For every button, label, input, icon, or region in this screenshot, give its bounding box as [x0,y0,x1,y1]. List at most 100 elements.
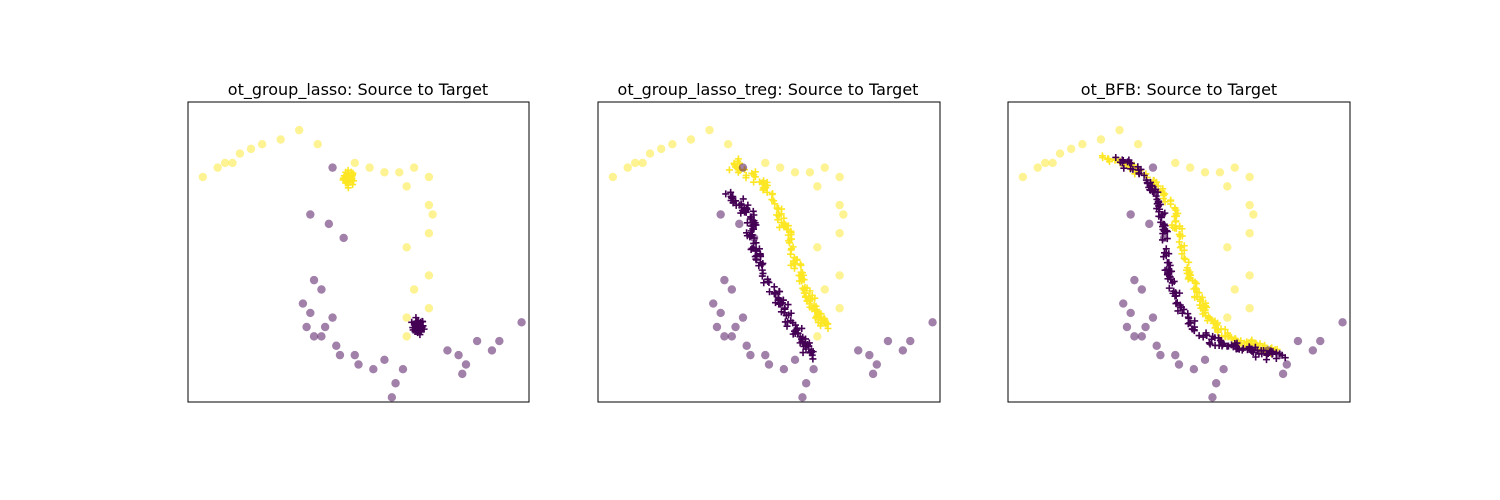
target-point-class1 [1040,158,1050,168]
subplot-title: ot_group_lasso_treg: Source to Target [618,80,919,100]
target-point-class1 [313,139,322,149]
transported-point-class0 [756,250,764,258]
transported-point-class0 [775,295,783,303]
target-point-class1 [424,271,434,280]
transported-point-class0 [1281,354,1289,362]
transported-point-class0 [799,349,807,357]
target-point-class0 [883,336,893,346]
target-point-class1 [608,172,618,182]
transported-point-class0 [791,327,799,335]
target-point-class1 [820,163,829,172]
transported-point-class0 [770,283,778,291]
target-point-class1 [1115,125,1124,135]
target-point-class0 [306,308,315,318]
target-point-class1 [276,135,285,144]
target-point-class0 [369,364,378,374]
transported-point-class1 [763,188,771,196]
transported-point-class1 [1159,185,1167,193]
transported-point-class1 [1211,324,1219,332]
transported-point-class0 [1176,303,1184,311]
target-point-class1 [1033,163,1042,172]
transported-point-class1 [1171,224,1179,232]
transported-point-class1 [748,169,756,177]
target-point-class0 [1171,350,1180,360]
target-point-class1 [668,139,677,149]
target-point-class0 [443,346,452,355]
target-point-class0 [742,341,751,350]
transported-point-class0 [1127,165,1135,173]
axes-frame [1007,101,1351,403]
target-point-class1 [656,144,666,154]
subplot-group-lasso: ot_group_lasso: Source to Target [187,80,530,403]
target-point-class1 [424,304,434,313]
transported-point-class1 [787,245,795,253]
target-point-class0 [764,360,774,369]
transported-point-class0 [798,324,806,332]
transported-point-class1 [771,200,779,208]
transported-point-class1 [784,222,792,230]
target-point-class0 [1122,322,1132,332]
target-point-class1 [805,168,815,177]
target-point-class0 [339,233,348,243]
transported-point-class0 [419,322,427,330]
transported-point-class0 [737,200,745,208]
transported-point-class0 [747,213,755,221]
transported-point-class0 [1147,186,1155,194]
transported-point-class0 [742,208,750,216]
transported-point-class1 [1172,210,1180,218]
target-point-class1 [1048,158,1057,168]
target-point-class0 [1126,210,1135,219]
target-point-class0 [906,336,915,346]
transported-point-class1 [742,174,750,182]
target-point-class1 [638,158,647,168]
target-point-class1 [835,172,844,182]
target-point-class1 [835,229,844,238]
target-point-class1 [1223,313,1232,322]
target-point-class0 [461,360,471,369]
target-point-class0 [472,336,482,346]
subplot-bfb: ot_BFB: Source to Target [1007,80,1351,403]
subplot-title: ot_BFB: Source to Target [1081,80,1277,100]
target-point-class0 [898,346,908,355]
transported-point-class0 [1166,261,1174,269]
target-point-class0 [1338,318,1347,327]
target-point-class0 [391,379,400,388]
transported-point-class1 [793,256,801,264]
target-point-class1 [630,158,640,168]
target-point-class0 [731,322,740,332]
target-point-class1 [1223,332,1232,341]
transported-point-class1 [732,163,740,171]
transported-point-class1 [1180,246,1188,254]
transported-point-class0 [412,317,420,325]
transported-point-class0 [1202,329,1210,337]
target-point-class0 [317,332,326,341]
transported-point-class1 [1161,190,1169,198]
target-point-class1 [813,243,822,252]
transported-point-class0 [807,347,815,355]
transported-point-class0 [802,343,810,351]
target-point-class0 [868,369,878,379]
target-point-class0 [458,369,467,379]
transported-point-class0 [794,329,802,337]
transported-point-class1 [1192,285,1200,293]
transported-point-class0 [1180,305,1188,313]
transported-point-class1 [807,296,815,304]
target-point-class1 [723,139,733,149]
target-point-class1 [820,285,829,294]
transported-point-class1 [1175,238,1183,246]
transported-point-class1 [774,204,782,212]
target-point-class0 [324,219,334,229]
target-point-class1 [1171,158,1180,168]
transported-point-class0 [1156,205,1164,213]
transported-point-class0 [781,318,789,326]
target-point-class1 [424,200,434,210]
target-point-class0 [746,350,755,360]
transported-point-class0 [1248,347,1256,355]
target-point-class1 [402,313,411,322]
target-point-class0 [716,210,725,219]
target-point-class1 [228,158,237,168]
transported-point-class0 [1224,342,1232,350]
target-point-class1 [213,163,222,172]
target-point-class0 [749,233,759,243]
